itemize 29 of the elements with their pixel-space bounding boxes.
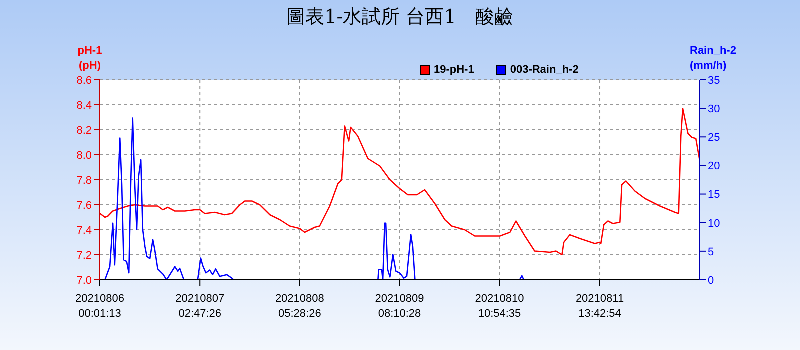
y2-tick-label: 35 — [708, 74, 720, 87]
x-tick-label: 20210809 08:10:28 — [375, 293, 424, 320]
chart-title: 圖表1-水試所 台西1 酸鹼 — [286, 5, 514, 30]
y-tick-label: 8.2 — [76, 124, 92, 137]
y-tick-label: 7.0 — [76, 274, 92, 287]
x-tick-label: 20210810 10:54:35 — [475, 293, 524, 320]
y-axis-title: pH-1 (pH) — [76, 44, 104, 74]
y-tick-label: 7.4 — [76, 224, 92, 237]
y-tick-label: 7.2 — [76, 250, 92, 262]
legend-label: 19-pH-1 — [434, 64, 474, 76]
x-tick-label: 20210807 02:47:26 — [176, 293, 225, 320]
x-tick-label: 20210811 13:42:54 — [576, 293, 624, 320]
y-tick-label: 7.8 — [76, 174, 92, 187]
y2-tick-label: 25 — [708, 132, 720, 144]
y-tick-label: 8.4 — [76, 100, 92, 112]
y2-axis-title: Rain_h-2 (mm/h) — [690, 44, 738, 74]
legend-label: 003-Rain_h-2 — [510, 64, 579, 76]
x-tick-label: 20210806 00:01:13 — [76, 293, 124, 320]
y2-tick-label: 20 — [708, 160, 720, 173]
y2-tick-label: 10 — [708, 218, 720, 230]
x-tick-label: 20210808 05:28:26 — [275, 293, 324, 320]
y-tick-label: 8.6 — [76, 74, 92, 87]
y2-tick-label: 5 — [708, 246, 714, 258]
y2-tick-label: 0 — [708, 274, 714, 287]
y-tick-label: 7.6 — [76, 200, 92, 212]
y-tick-label: 8.0 — [76, 150, 92, 162]
y2-tick-label: 30 — [708, 103, 720, 116]
y2-tick-label: 15 — [708, 189, 720, 202]
line-series — [100, 108, 700, 256]
